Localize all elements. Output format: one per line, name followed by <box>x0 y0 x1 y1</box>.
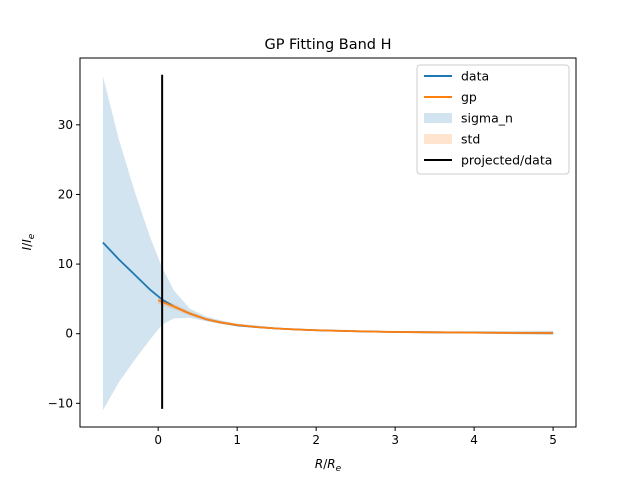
legend-label: projected/data <box>461 153 552 168</box>
x-axis-label-den: R <box>327 457 335 471</box>
plot-area <box>102 74 554 411</box>
y-axis-label-den: I <box>20 239 34 243</box>
legend-item-projected-data: projected/data <box>424 153 552 168</box>
series-line-gp <box>157 299 554 334</box>
x-axis-label-main: R <box>315 457 323 471</box>
y-axis-label: I/Ie <box>20 233 37 250</box>
x-tick-label: 5 <box>549 433 557 447</box>
x-tick-label: 2 <box>312 433 320 447</box>
x-tick-label: 1 <box>233 433 241 447</box>
legend-label: sigma_n <box>461 111 513 126</box>
y-axis-label-den-sub: e <box>27 233 37 239</box>
x-axis-label-sep: / <box>323 457 328 471</box>
legend-item-data: data <box>424 69 489 84</box>
y-tick-label: 30 <box>58 118 73 132</box>
y-axis-label-main: I <box>20 246 34 250</box>
x-tick-label: 3 <box>391 433 399 447</box>
chart-title: GP Fitting Band H <box>264 37 391 53</box>
legend-label: data <box>461 69 489 84</box>
y-axis: −10 0 10 20 30 <box>48 118 80 410</box>
y-tick-label: 10 <box>58 257 73 271</box>
x-axis: 0 1 2 3 4 5 <box>154 427 557 447</box>
x-tick-label: 0 <box>154 433 162 447</box>
legend-item-std: std <box>424 132 480 147</box>
y-tick-label: 0 <box>65 327 73 341</box>
legend-swatch <box>424 134 452 144</box>
legend-item-sigma-n: sigma_n <box>424 111 513 126</box>
legend-frame <box>416 64 570 175</box>
legend-label: std <box>461 132 480 147</box>
legend-item-gp: gp <box>424 90 477 105</box>
x-axis-label-den-sub: e <box>336 464 342 474</box>
x-axis-label: R/Re <box>315 457 342 474</box>
y-axis-label-sep: / <box>20 242 34 247</box>
plot-frame <box>79 57 577 428</box>
y-tick-label: 20 <box>58 187 73 201</box>
y-tick-label: −10 <box>48 396 73 410</box>
x-tick-label: 4 <box>470 433 478 447</box>
legend-label: gp <box>461 90 477 105</box>
legend-swatch <box>424 113 452 123</box>
